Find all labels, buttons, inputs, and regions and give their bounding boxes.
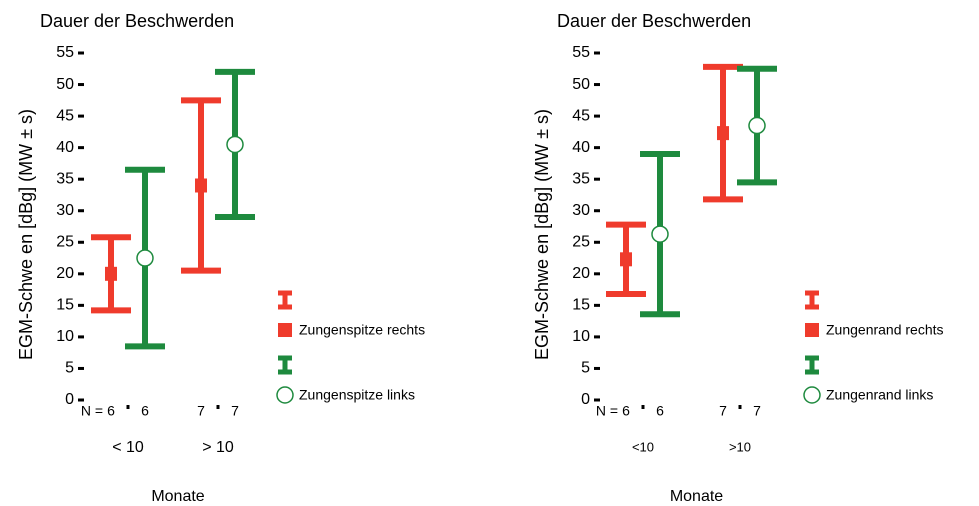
mean-marker	[105, 266, 117, 281]
x-tick-label: >10	[729, 439, 751, 454]
y-tick-label: 55	[56, 44, 74, 61]
legend-label: Zungenrand rechts	[826, 322, 944, 338]
x-tick-label: < 10	[112, 439, 144, 456]
y-tick-label: 15	[56, 297, 74, 314]
error-bar-group	[181, 97, 221, 274]
legend-label: Zungenspitze links	[299, 387, 415, 403]
y-tick-label: 20	[56, 265, 74, 282]
legend-label: Zungenspitze rechts	[299, 322, 425, 338]
legend-marker	[276, 386, 294, 404]
chart-title: Dauer der Beschwerden	[40, 11, 234, 31]
error-bar-group	[125, 166, 165, 350]
y-axis-label: EGM-Schwe en [dBg] (MW ± s)	[532, 109, 552, 360]
n-label: 6	[141, 403, 149, 419]
n-prefix: N =	[81, 403, 103, 419]
y-tick-label: 20	[572, 265, 590, 282]
y-tick-label: 45	[572, 107, 590, 124]
y-tick-label: 25	[56, 233, 74, 250]
y-tick-label: 45	[56, 107, 74, 124]
x-axis-label: Monate	[670, 488, 723, 505]
mean-marker	[620, 252, 632, 267]
n-label: 6	[656, 403, 664, 419]
y-tick-label: 30	[572, 202, 590, 219]
x-tick	[126, 405, 130, 409]
x-tick	[641, 405, 645, 409]
n-label: 7	[231, 403, 239, 419]
mean-marker	[136, 249, 154, 267]
y-tick-label: 30	[56, 202, 74, 219]
n-label: 7	[753, 403, 761, 419]
y-tick-label: 0	[65, 391, 74, 408]
y-tick-label: 35	[572, 170, 590, 187]
y-tick-label: 5	[65, 360, 74, 377]
legend-marker	[278, 323, 292, 337]
y-tick-label: 15	[572, 297, 590, 314]
y-tick-label: 40	[56, 139, 74, 156]
x-tick-label: > 10	[202, 439, 234, 456]
error-bar-group	[640, 150, 680, 318]
n-label: 7	[197, 403, 205, 419]
error-bar-group	[606, 221, 646, 298]
n-label: 6	[107, 403, 115, 419]
legend-label: Zungenrand links	[826, 387, 933, 403]
y-tick-label: 5	[581, 360, 590, 377]
n-prefix: N =	[596, 403, 618, 419]
error-bar-group	[215, 68, 255, 221]
n-label: 6	[622, 403, 630, 419]
y-axis-label: EGM-Schwe en [dBg] (MW ± s)	[16, 109, 36, 360]
legend-errorbar	[278, 355, 292, 375]
error-bar-group	[737, 65, 777, 186]
mean-marker	[195, 178, 207, 193]
y-tick-label: 55	[572, 44, 590, 61]
y-tick-label: 10	[56, 328, 74, 345]
legend-errorbar	[805, 355, 819, 375]
legend-marker	[803, 386, 821, 404]
y-tick-label: 40	[572, 139, 590, 156]
y-tick-label: 0	[581, 391, 590, 408]
y-tick-label: 35	[56, 170, 74, 187]
mean-marker	[717, 126, 729, 141]
legend-marker	[805, 323, 819, 337]
legend-errorbar	[278, 290, 292, 310]
y-tick-label: 50	[56, 76, 74, 93]
x-axis-label: Monate	[151, 488, 204, 505]
error-bar-group	[91, 234, 131, 314]
legend-errorbar	[805, 290, 819, 310]
y-tick-label: 10	[572, 328, 590, 345]
y-tick-label: 25	[572, 233, 590, 250]
chart-title: Dauer der Beschwerden	[557, 11, 751, 31]
x-tick	[738, 405, 742, 409]
mean-marker	[651, 225, 669, 243]
y-tick-label: 50	[572, 76, 590, 93]
x-tick	[216, 405, 220, 409]
x-tick-label: <10	[632, 439, 654, 454]
mean-marker	[226, 135, 244, 154]
error-bar-group	[703, 63, 743, 203]
mean-marker	[748, 116, 766, 135]
n-label: 7	[719, 403, 727, 419]
